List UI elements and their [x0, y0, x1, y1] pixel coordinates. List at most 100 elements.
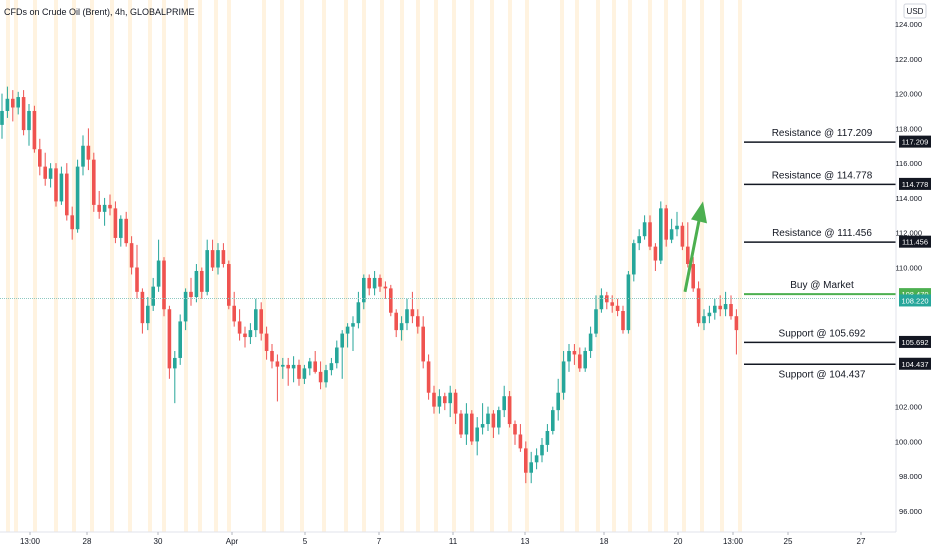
candle [507, 390, 512, 428]
session-band [452, 0, 456, 532]
candle-body [421, 326, 425, 362]
candle-body [599, 295, 604, 310]
session-band [344, 0, 348, 532]
candle-body [653, 246, 658, 261]
candle-body [254, 309, 258, 331]
candle [518, 424, 523, 452]
candle [578, 347, 582, 372]
price-tag [899, 357, 931, 370]
candle-body [551, 410, 555, 431]
time-tick-label: 27 [857, 537, 866, 546]
price-tag [899, 177, 931, 190]
candle [21, 90, 26, 136]
candle-body [513, 424, 517, 435]
time-tick-label: 11 [449, 537, 458, 546]
candle-body [734, 316, 739, 331]
time-tick-label: 18 [600, 537, 609, 546]
candle [464, 403, 469, 445]
price-tick-label: 98.000 [899, 472, 922, 481]
arrow-shaft [683, 215, 702, 293]
candle [119, 215, 123, 247]
candle-body [140, 291, 145, 324]
level-label: Resistance @ 111.456 [772, 228, 872, 239]
candle-body [124, 218, 128, 244]
candle-body [205, 250, 209, 292]
candle-body [583, 350, 587, 369]
candle [65, 163, 69, 221]
candle-body [156, 260, 161, 287]
candle-body [707, 312, 712, 317]
candle-body [237, 321, 242, 334]
candle [524, 441, 528, 484]
candle-body [572, 350, 577, 355]
candle [254, 298, 258, 338]
candle [345, 323, 350, 348]
candle [194, 264, 199, 303]
candle-body [389, 288, 393, 313]
candle-body [291, 364, 296, 369]
time-tick-label: 5 [303, 537, 308, 546]
candle-body [718, 305, 722, 310]
candle-body [113, 208, 118, 238]
candle [632, 239, 636, 282]
candle [70, 206, 74, 240]
candle [723, 291, 728, 317]
candle-body [297, 364, 301, 379]
candle [637, 229, 641, 251]
price-tick-label: 116.000 [895, 159, 922, 168]
candle-body [221, 250, 226, 265]
candle-body [437, 396, 442, 407]
session-band [54, 0, 58, 532]
price-scale[interactable] [896, 0, 932, 550]
candle [210, 239, 215, 271]
candle [626, 270, 631, 334]
candle [248, 323, 253, 345]
price-tag-label: 111.456 [902, 238, 928, 247]
candle-body [59, 173, 64, 202]
candle [329, 357, 334, 376]
candle [237, 309, 242, 341]
candle-body [200, 270, 204, 292]
candle [5, 86, 10, 118]
session-band [6, 0, 10, 532]
candle-body [70, 215, 74, 230]
level-label: Support @ 105.692 [779, 328, 866, 339]
candle [686, 222, 690, 268]
candle-body [351, 323, 355, 327]
candle [556, 378, 560, 421]
candle-body [43, 166, 47, 179]
candle [583, 347, 587, 372]
candle [16, 91, 20, 115]
candle [313, 350, 317, 374]
candle-body [21, 97, 26, 131]
candle [669, 218, 674, 244]
candle-body [216, 250, 220, 268]
candle-body [556, 392, 560, 411]
candle-body [545, 430, 550, 445]
candle-body [729, 304, 733, 317]
currency-box[interactable] [903, 3, 927, 19]
candle-body [189, 291, 193, 298]
candle-body [16, 97, 20, 108]
candle-body [686, 246, 690, 265]
candle-body [723, 304, 728, 310]
session-band [198, 0, 202, 532]
session-band [362, 0, 366, 532]
candle-body [275, 361, 280, 367]
candle [459, 410, 463, 438]
candle-body [632, 243, 636, 275]
candle [410, 291, 415, 324]
candle [567, 344, 571, 372]
candle-body [5, 98, 10, 111]
candle-body [248, 330, 253, 338]
price-tags: 117.209114.778111.456108.470105.692104.4… [899, 135, 931, 370]
candle [394, 309, 398, 338]
candle [92, 152, 96, 212]
candle [167, 305, 172, 379]
session-band [33, 0, 37, 532]
candle [232, 291, 236, 327]
candle [302, 364, 307, 385]
candle-body [664, 208, 668, 240]
candle [372, 270, 377, 296]
